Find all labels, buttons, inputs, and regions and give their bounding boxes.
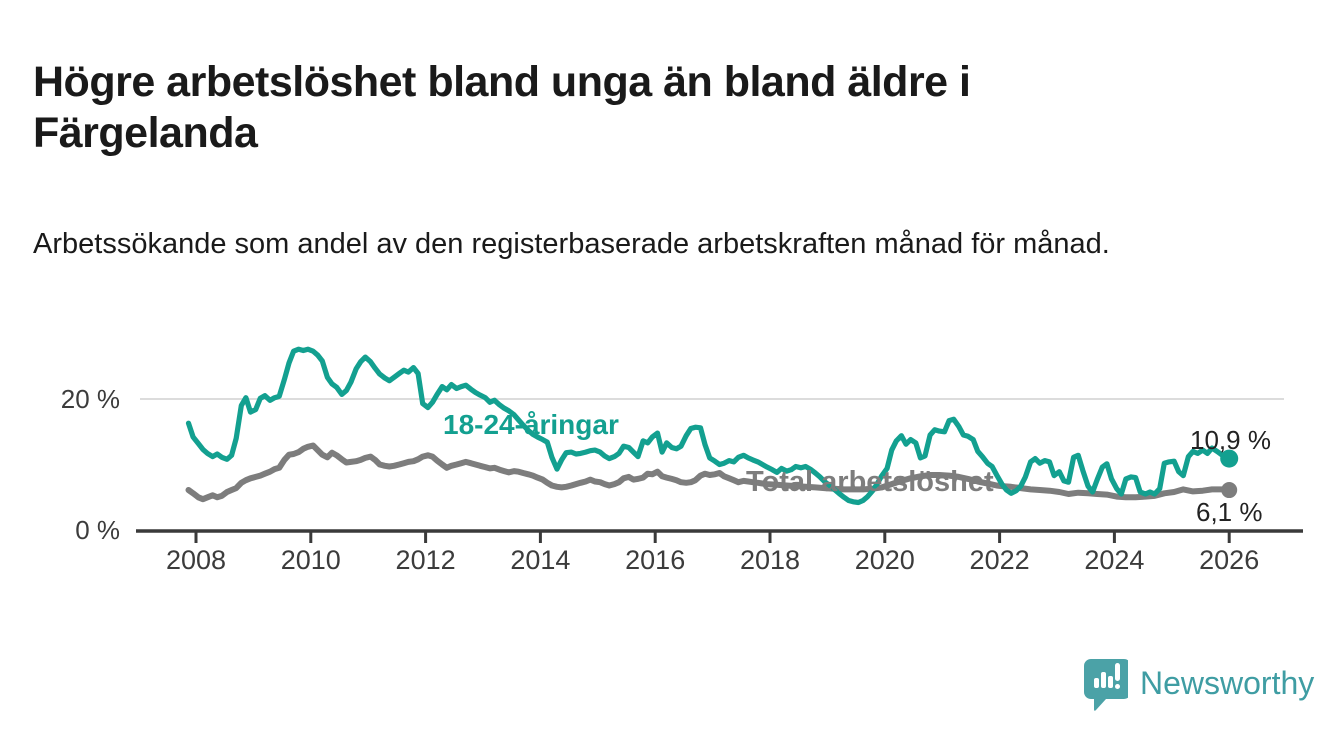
x-axis-label-2024: 2024 [1084,545,1145,575]
series-label-total: Total arbetslöshet [746,466,994,498]
line-18-24-aringar [185,346,1232,506]
line-total-arbetsloshet [185,442,1233,503]
page-title: Högre arbetslöshet bland unga än bland ä… [33,57,971,158]
x-axis-label-2026: 2026 [1199,545,1260,575]
x-axis-label-2014: 2014 [510,545,571,575]
newsworthy-logo-icon [1084,659,1128,711]
x-axis-label-2008: 2008 [165,545,227,575]
logo-bars-icon [1094,663,1120,689]
x-axis-label-2018: 2018 [739,545,801,575]
x-axis-label-2012: 2012 [395,545,456,575]
x-axis-label-2010: 2010 [280,545,341,575]
x-axis-label-2022: 2022 [969,545,1030,575]
series-label-young: 18-24-åringar [443,409,619,440]
x-axis-label-2020: 2020 [854,545,915,575]
end-value-label-young: 10,9 % [1190,425,1271,455]
y-axis-label-20: 20 % [60,384,120,414]
newsworthy-logo-text: Newsworthy [1140,665,1315,701]
x-axis-label-2016: 2016 [625,545,686,575]
end-dot-total [1221,482,1238,499]
end-dot-young [1220,449,1239,468]
chart-subtitle: Arbetssökande som andel av den registerb… [33,228,1110,260]
y-axis-label-0: 0 % [75,515,120,545]
newsworthy-logo: Newsworthy [1084,655,1314,711]
end-value-label-total: 6,1 % [1196,497,1263,527]
